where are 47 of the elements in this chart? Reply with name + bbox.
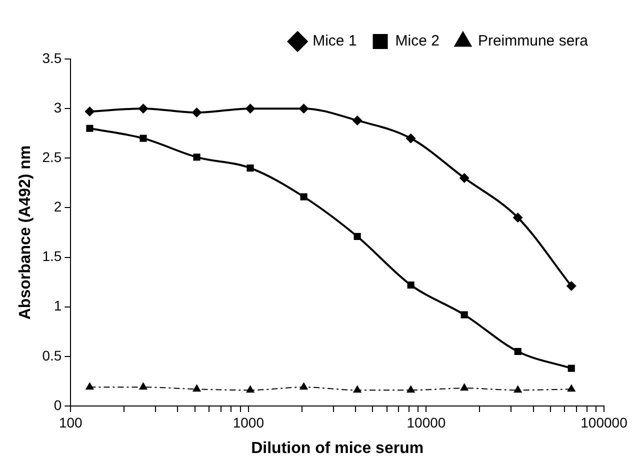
point (352, 115, 362, 126)
point (460, 383, 469, 391)
point (138, 104, 148, 114)
point (246, 385, 255, 393)
point (245, 104, 256, 114)
point (138, 382, 148, 390)
point (352, 385, 362, 393)
y-tick-label: 2 (54, 198, 62, 215)
point (568, 364, 575, 372)
y-tick-label: 3.5 (42, 50, 62, 66)
point (86, 124, 94, 132)
x-tick-label: 10000 (406, 414, 446, 430)
point (567, 384, 576, 392)
y-tick-label: 3 (54, 99, 62, 116)
y-tick-label: 1 (54, 298, 62, 314)
point (85, 382, 94, 390)
point (407, 282, 414, 289)
point (459, 172, 470, 183)
y-tick-label: 2.5 (42, 149, 62, 165)
y-tick-label: 0 (54, 396, 62, 413)
y-tick-label: 0.5 (42, 347, 62, 364)
x-axis-title: Dilution of mice serum (251, 440, 424, 457)
point (406, 385, 416, 393)
x-tick-label: 1000 (232, 414, 264, 430)
point (300, 193, 308, 200)
x-tick-label: 100000 (580, 414, 628, 430)
point (193, 154, 200, 161)
legend-label: Mice 2 (395, 32, 440, 50)
point (192, 108, 202, 118)
point (514, 385, 522, 393)
point (246, 164, 254, 172)
legend-label: Mice 1 (312, 32, 357, 50)
x-tick-label: 100 (58, 414, 83, 430)
legend-label: Preimmune sera (478, 32, 589, 50)
point (298, 104, 309, 114)
point (354, 232, 361, 240)
point (299, 382, 308, 390)
point (566, 281, 576, 292)
point (460, 311, 468, 318)
point (514, 348, 522, 356)
point (512, 212, 523, 223)
point (84, 106, 95, 117)
y-tick-label: 1.5 (42, 248, 62, 264)
y-axis-title: Absorbance (A492) nm (17, 145, 34, 320)
point (406, 133, 416, 144)
point (140, 134, 147, 142)
point (192, 384, 202, 392)
